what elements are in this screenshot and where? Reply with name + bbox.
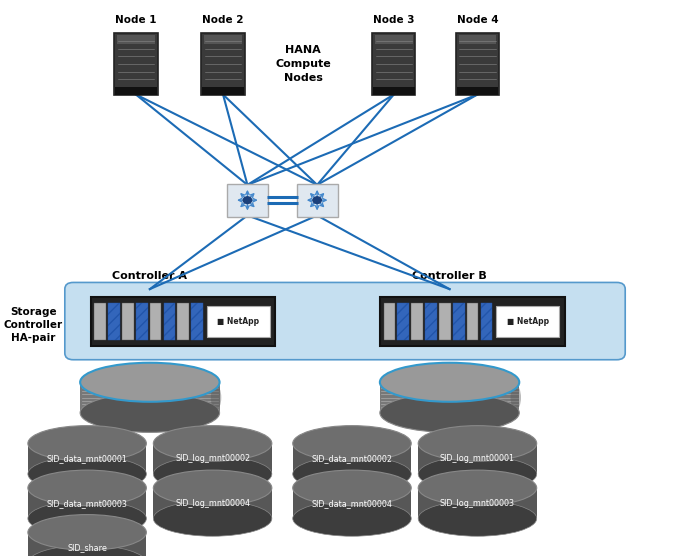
Bar — [153, 444, 272, 474]
Text: SID_log_mnt00002: SID_log_mnt00002 — [175, 454, 250, 463]
Text: SID_data_mnt00002: SID_data_mnt00002 — [312, 454, 392, 463]
Text: Node 1: Node 1 — [115, 15, 157, 25]
Bar — [178, 303, 189, 340]
Bar — [28, 444, 146, 474]
Ellipse shape — [28, 501, 146, 536]
Bar — [80, 383, 220, 413]
FancyBboxPatch shape — [372, 33, 415, 95]
FancyBboxPatch shape — [114, 33, 158, 95]
Bar — [496, 306, 559, 337]
Bar — [467, 303, 478, 340]
Ellipse shape — [380, 363, 519, 402]
FancyBboxPatch shape — [297, 183, 338, 216]
Text: SID_log_mnt00004: SID_log_mnt00004 — [175, 499, 250, 508]
Text: HANA
Compute
Nodes: HANA Compute Nodes — [275, 45, 331, 83]
Ellipse shape — [418, 501, 537, 536]
FancyBboxPatch shape — [65, 282, 625, 360]
Bar — [153, 488, 272, 518]
Text: SID_share: SID_share — [67, 543, 107, 552]
Bar — [202, 87, 244, 95]
Bar — [117, 35, 155, 44]
Ellipse shape — [380, 393, 519, 433]
Ellipse shape — [418, 426, 537, 461]
Ellipse shape — [153, 426, 272, 461]
FancyBboxPatch shape — [227, 183, 268, 216]
Text: SID_log_mnt00003: SID_log_mnt00003 — [440, 499, 515, 508]
Text: ■ NetApp: ■ NetApp — [217, 317, 259, 326]
Bar — [115, 87, 157, 95]
Ellipse shape — [153, 456, 272, 492]
Bar — [136, 303, 148, 340]
Ellipse shape — [510, 385, 521, 410]
Bar — [164, 303, 176, 340]
Bar — [453, 303, 465, 340]
Bar — [459, 35, 496, 44]
Bar — [457, 87, 498, 95]
Bar — [94, 303, 106, 340]
Bar — [91, 297, 275, 346]
Bar — [383, 303, 395, 340]
Bar — [380, 383, 519, 413]
Bar — [204, 35, 242, 44]
Text: SID_data_mnt00003: SID_data_mnt00003 — [47, 499, 128, 508]
Bar — [375, 35, 413, 44]
Ellipse shape — [28, 456, 146, 492]
Ellipse shape — [418, 456, 537, 492]
Text: SID_log_mnt00001: SID_log_mnt00001 — [440, 454, 515, 463]
Text: Node 4: Node 4 — [457, 15, 498, 25]
Ellipse shape — [153, 470, 272, 505]
Text: Node 2: Node 2 — [202, 15, 244, 25]
Ellipse shape — [293, 456, 411, 492]
Bar — [150, 303, 162, 340]
Ellipse shape — [80, 363, 220, 402]
Bar — [207, 306, 270, 337]
Bar — [28, 533, 146, 556]
Bar — [418, 488, 537, 518]
Ellipse shape — [28, 515, 146, 550]
Circle shape — [313, 197, 321, 203]
Bar — [480, 303, 492, 340]
Ellipse shape — [418, 470, 537, 505]
Text: Node 3: Node 3 — [373, 15, 415, 25]
Ellipse shape — [210, 385, 222, 410]
Ellipse shape — [293, 470, 411, 505]
Ellipse shape — [28, 545, 146, 556]
Text: ■ NetApp: ■ NetApp — [507, 317, 549, 326]
FancyBboxPatch shape — [456, 33, 499, 95]
Ellipse shape — [293, 426, 411, 461]
Bar — [28, 488, 146, 518]
Bar — [411, 303, 423, 340]
Bar — [418, 444, 537, 474]
Bar — [373, 87, 415, 95]
Circle shape — [243, 197, 252, 203]
Bar — [108, 303, 120, 340]
Ellipse shape — [28, 470, 146, 505]
Ellipse shape — [153, 501, 272, 536]
Ellipse shape — [28, 426, 146, 461]
Bar — [425, 303, 437, 340]
Bar — [397, 303, 409, 340]
Bar — [293, 444, 411, 474]
Bar — [122, 303, 134, 340]
FancyBboxPatch shape — [201, 33, 245, 95]
Text: SID_data_mnt00004: SID_data_mnt00004 — [312, 499, 392, 508]
Text: Controller A: Controller A — [112, 271, 187, 281]
Text: Controller B: Controller B — [412, 271, 487, 281]
Bar — [293, 488, 411, 518]
Text: Storage
Controller
HA-pair: Storage Controller HA-pair — [4, 307, 63, 344]
Ellipse shape — [293, 501, 411, 536]
Bar — [380, 297, 565, 346]
Ellipse shape — [80, 393, 220, 433]
Bar — [439, 303, 451, 340]
Bar — [191, 303, 203, 340]
Text: SID_data_mnt00001: SID_data_mnt00001 — [47, 454, 128, 463]
